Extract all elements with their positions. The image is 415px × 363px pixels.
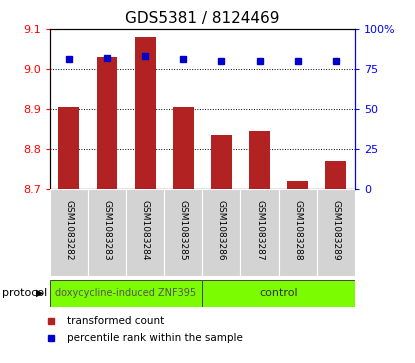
Bar [97,57,117,189]
Text: percentile rank within the sample: percentile rank within the sample [66,333,242,343]
Bar [317,189,355,276]
Text: doxycycline-induced ZNF395: doxycycline-induced ZNF395 [56,288,197,298]
Bar [88,189,126,276]
Bar [59,107,79,189]
Text: GSM1083287: GSM1083287 [255,200,264,261]
Text: protocol: protocol [2,288,47,298]
Text: GSM1083288: GSM1083288 [293,200,302,261]
Text: ▶: ▶ [36,288,44,298]
Bar [50,280,203,307]
Text: transformed count: transformed count [66,315,164,326]
Bar [240,189,278,276]
Bar [126,189,164,276]
Text: GSM1083286: GSM1083286 [217,200,226,261]
Bar [203,280,355,307]
Text: GSM1083284: GSM1083284 [141,200,150,261]
Bar [164,189,203,276]
Title: GDS5381 / 8124469: GDS5381 / 8124469 [125,12,280,26]
Bar [211,135,232,189]
Bar [325,161,346,189]
Bar [249,131,270,189]
Bar [50,189,88,276]
Text: GSM1083289: GSM1083289 [331,200,340,261]
Bar [134,37,156,189]
Bar [173,107,194,189]
Bar [278,189,317,276]
Text: GSM1083283: GSM1083283 [103,200,112,261]
Text: GSM1083282: GSM1083282 [64,200,73,261]
Text: control: control [259,288,298,298]
Bar [287,181,308,189]
Bar [202,189,240,276]
Text: GSM1083285: GSM1083285 [179,200,188,261]
